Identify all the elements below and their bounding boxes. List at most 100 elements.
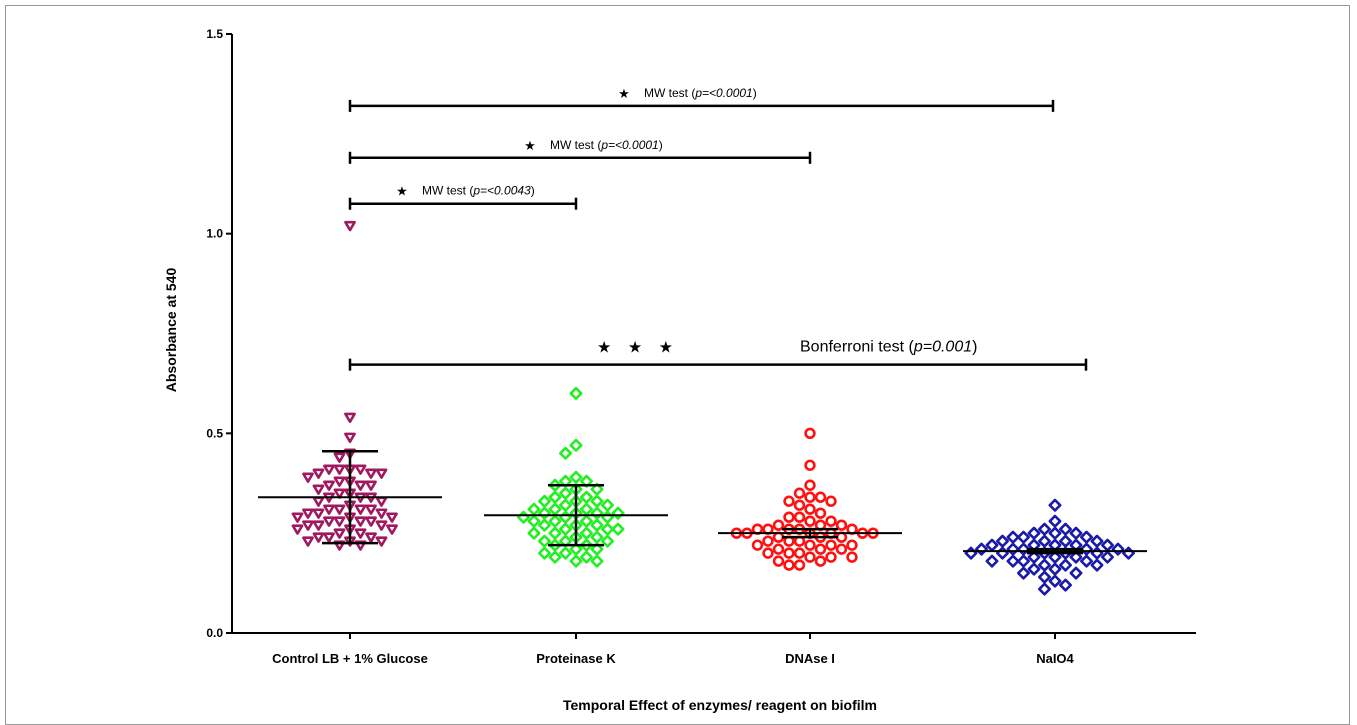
data-point bbox=[772, 519, 785, 531]
data-point bbox=[1059, 522, 1072, 536]
data-point bbox=[1006, 542, 1020, 556]
data-point bbox=[1048, 550, 1062, 564]
data-point bbox=[323, 464, 335, 475]
data-point bbox=[1059, 534, 1072, 548]
data-point bbox=[365, 516, 377, 527]
data-point bbox=[825, 539, 837, 551]
data-point bbox=[1090, 558, 1104, 572]
data-point bbox=[1027, 562, 1041, 576]
axes: 0.0 0.5 1.0 1.5 Control LB + 1% Glucose Prote… bbox=[206, 27, 1196, 666]
significance-stars: ★ bbox=[618, 86, 630, 101]
data-point bbox=[590, 482, 604, 496]
data-point bbox=[344, 412, 356, 424]
data-point bbox=[996, 534, 1009, 548]
data-point bbox=[580, 550, 593, 564]
data-point bbox=[559, 446, 572, 460]
data-point bbox=[354, 528, 367, 539]
test-name: MW test ( bbox=[550, 138, 601, 152]
y-tick-label: 0.5 bbox=[206, 426, 223, 440]
data-point bbox=[1006, 554, 1020, 568]
data-point bbox=[312, 508, 325, 519]
data-point bbox=[291, 524, 304, 535]
y-tick-label: 1.0 bbox=[206, 227, 223, 241]
data-point bbox=[354, 464, 367, 475]
data-point bbox=[814, 555, 827, 567]
significance-stars: ★ bbox=[524, 138, 536, 153]
data-point bbox=[590, 506, 604, 520]
data-point bbox=[365, 504, 377, 515]
data-point bbox=[375, 520, 388, 531]
test-name: Bonferroni test ( bbox=[800, 339, 915, 356]
data-point bbox=[1101, 550, 1114, 564]
data-point bbox=[538, 546, 551, 560]
p-value: p=<0.0001 bbox=[694, 86, 752, 100]
data-point bbox=[333, 528, 346, 539]
data-point bbox=[559, 510, 572, 524]
data-point bbox=[985, 554, 999, 568]
data-point bbox=[333, 516, 346, 527]
data-point bbox=[590, 494, 604, 508]
data-point bbox=[302, 520, 314, 531]
data-point bbox=[333, 464, 346, 475]
data-point bbox=[804, 515, 816, 527]
data-point bbox=[569, 470, 583, 484]
data-point bbox=[559, 546, 572, 560]
data-point bbox=[354, 504, 367, 515]
data-point bbox=[804, 479, 816, 491]
data-point bbox=[333, 540, 346, 551]
y-tick-label: 1.5 bbox=[206, 27, 223, 41]
data-point bbox=[569, 438, 583, 452]
data-point bbox=[312, 496, 325, 507]
data-point bbox=[590, 530, 604, 544]
data-point bbox=[846, 539, 858, 551]
data-point bbox=[375, 468, 388, 479]
data-point bbox=[548, 538, 562, 552]
data-point bbox=[1027, 526, 1041, 540]
data-point bbox=[804, 539, 816, 551]
data-point bbox=[538, 494, 551, 508]
data-point bbox=[1006, 530, 1020, 544]
data-point bbox=[354, 480, 367, 491]
data-point bbox=[548, 526, 562, 540]
data-point bbox=[559, 486, 572, 500]
data-point bbox=[312, 532, 325, 543]
data-point bbox=[375, 496, 388, 507]
comparison-label: MW test (p=<0.0043) bbox=[422, 184, 535, 198]
data-point bbox=[783, 511, 795, 523]
data-point bbox=[601, 522, 614, 536]
data-point bbox=[517, 510, 530, 524]
data-point bbox=[548, 490, 562, 504]
data-point bbox=[569, 542, 583, 556]
data-point bbox=[312, 484, 325, 495]
data-point bbox=[333, 452, 346, 463]
data-point bbox=[302, 508, 314, 519]
data-point bbox=[793, 511, 806, 523]
data-point bbox=[783, 547, 795, 559]
data-point bbox=[783, 495, 795, 507]
data-point bbox=[1090, 534, 1104, 548]
data-point bbox=[1038, 522, 1051, 536]
data-point bbox=[804, 551, 816, 563]
data-point bbox=[569, 554, 583, 568]
data-point bbox=[996, 546, 1009, 560]
data-point bbox=[793, 559, 806, 571]
data-point bbox=[538, 518, 551, 532]
closing-paren: ) bbox=[972, 339, 977, 356]
data-point bbox=[804, 459, 816, 471]
group-statistics bbox=[258, 450, 1147, 555]
data-point bbox=[580, 526, 593, 540]
data-point bbox=[762, 535, 774, 547]
data-point bbox=[751, 539, 764, 551]
data-point bbox=[1017, 566, 1030, 580]
x-tick-label: DNAse I bbox=[785, 651, 835, 666]
data-point bbox=[783, 559, 795, 571]
significance-stars: ★ bbox=[396, 184, 408, 199]
data-point bbox=[601, 498, 614, 512]
data-point bbox=[835, 543, 848, 555]
comparison-label: MW test (p=<0.0001) bbox=[550, 138, 663, 152]
data-point bbox=[548, 502, 562, 516]
data-point bbox=[354, 540, 367, 551]
data-point bbox=[1069, 526, 1083, 540]
data-point bbox=[964, 546, 978, 560]
